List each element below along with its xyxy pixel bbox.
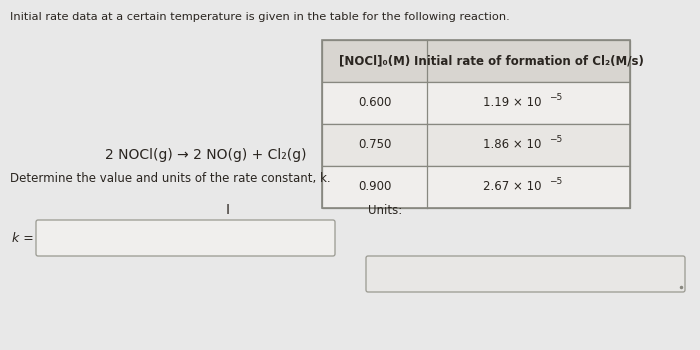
- FancyBboxPatch shape: [322, 124, 630, 166]
- Text: 2 NOCl(g) → 2 NO(g) + Cl₂(g): 2 NOCl(g) → 2 NO(g) + Cl₂(g): [105, 148, 307, 162]
- Text: [NOCl]₀(M): [NOCl]₀(M): [339, 55, 410, 68]
- Text: 1.19 × 10: 1.19 × 10: [483, 97, 542, 110]
- FancyBboxPatch shape: [322, 82, 630, 124]
- Text: 0.750: 0.750: [358, 139, 391, 152]
- Text: 2.67 × 10: 2.67 × 10: [483, 181, 542, 194]
- Text: I: I: [226, 203, 230, 217]
- FancyBboxPatch shape: [322, 166, 630, 208]
- FancyBboxPatch shape: [366, 256, 685, 292]
- Text: −5: −5: [550, 92, 563, 102]
- FancyBboxPatch shape: [322, 40, 630, 82]
- Text: Initial rate of formation of Cl₂(M/s): Initial rate of formation of Cl₂(M/s): [414, 55, 643, 68]
- Text: 1.86 × 10: 1.86 × 10: [483, 139, 541, 152]
- Text: Initial rate data at a certain temperature is given in the table for the followi: Initial rate data at a certain temperatu…: [10, 12, 510, 22]
- Text: Determine the value and units of the rate constant, k.: Determine the value and units of the rat…: [10, 172, 330, 185]
- Text: 0.600: 0.600: [358, 97, 391, 110]
- Text: 0.900: 0.900: [358, 181, 391, 194]
- Text: −5: −5: [550, 134, 563, 144]
- Text: Units:: Units:: [368, 203, 402, 217]
- Text: k =: k =: [12, 231, 34, 245]
- FancyBboxPatch shape: [36, 220, 335, 256]
- Text: −5: −5: [550, 176, 563, 186]
